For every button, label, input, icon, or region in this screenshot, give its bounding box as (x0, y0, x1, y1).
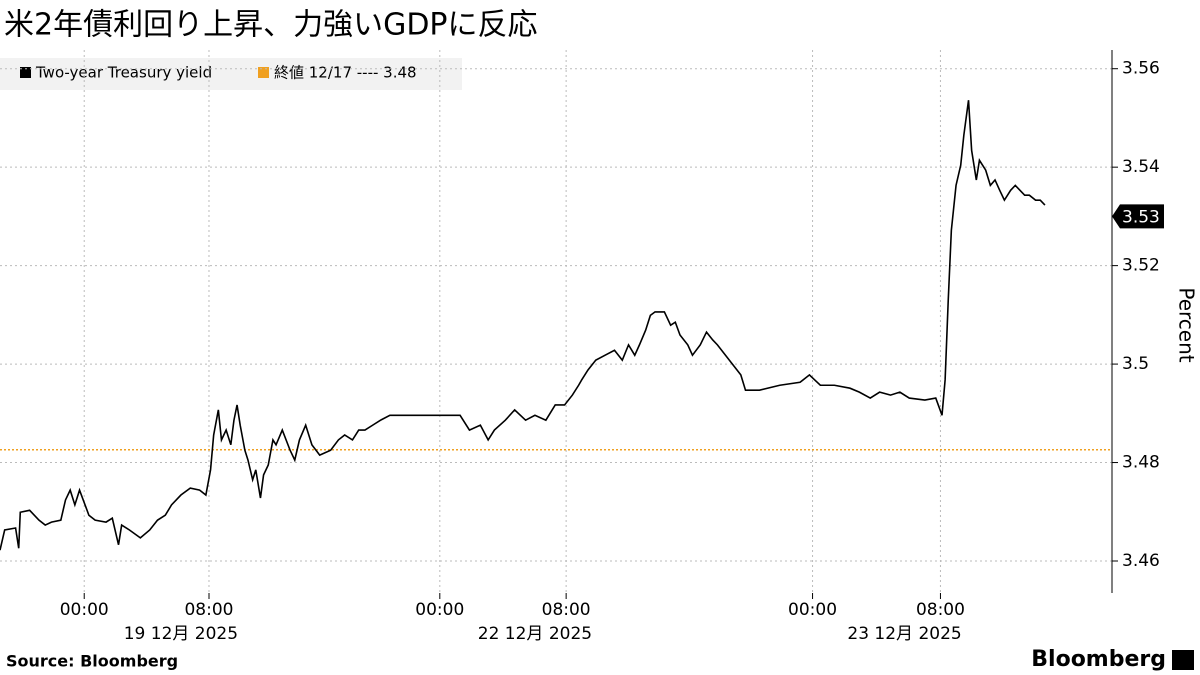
x-tick-label: 00:00 (60, 600, 109, 620)
last-value-label: 3.53 (1122, 207, 1160, 227)
source: Source: Bloomberg (6, 652, 178, 671)
last-value-tag (1112, 204, 1164, 229)
y-tick-label: 3.46 (1122, 551, 1160, 571)
legend-label: 終値 12/17 ---- 3.48 (274, 64, 417, 82)
y-axis-title: Percent (1175, 287, 1199, 362)
brand: Bloomberg (1031, 647, 1166, 672)
legend-swatch (258, 67, 269, 78)
chart-title: 米2年債利回り上昇、力強いGDPに反応 (4, 8, 538, 43)
x-date-label: 19 12月 2025 (124, 624, 238, 644)
x-tick-label: 00:00 (415, 600, 464, 620)
brand-icon (1172, 650, 1194, 670)
y-tick-label: 3.48 (1122, 453, 1160, 473)
y-tick-label: 3.52 (1122, 256, 1160, 276)
line (0, 100, 1046, 551)
x-tick-label: 08:00 (542, 600, 591, 620)
y-tick-label: 3.5 (1122, 354, 1149, 374)
x-date-label: 23 12月 2025 (847, 624, 961, 644)
x-date-label: 22 12月 2025 (478, 624, 592, 644)
x-tick-label: 08:00 (916, 600, 965, 620)
x-tick-label: 08:00 (184, 600, 233, 620)
x-tick-label: 00:00 (788, 600, 837, 620)
legend-label: Two-year Treasury yield (35, 64, 212, 82)
legend-box (0, 58, 462, 90)
legend-swatch (20, 67, 31, 78)
y-tick-label: 3.54 (1122, 157, 1160, 177)
y-tick-label: 3.56 (1122, 59, 1160, 79)
